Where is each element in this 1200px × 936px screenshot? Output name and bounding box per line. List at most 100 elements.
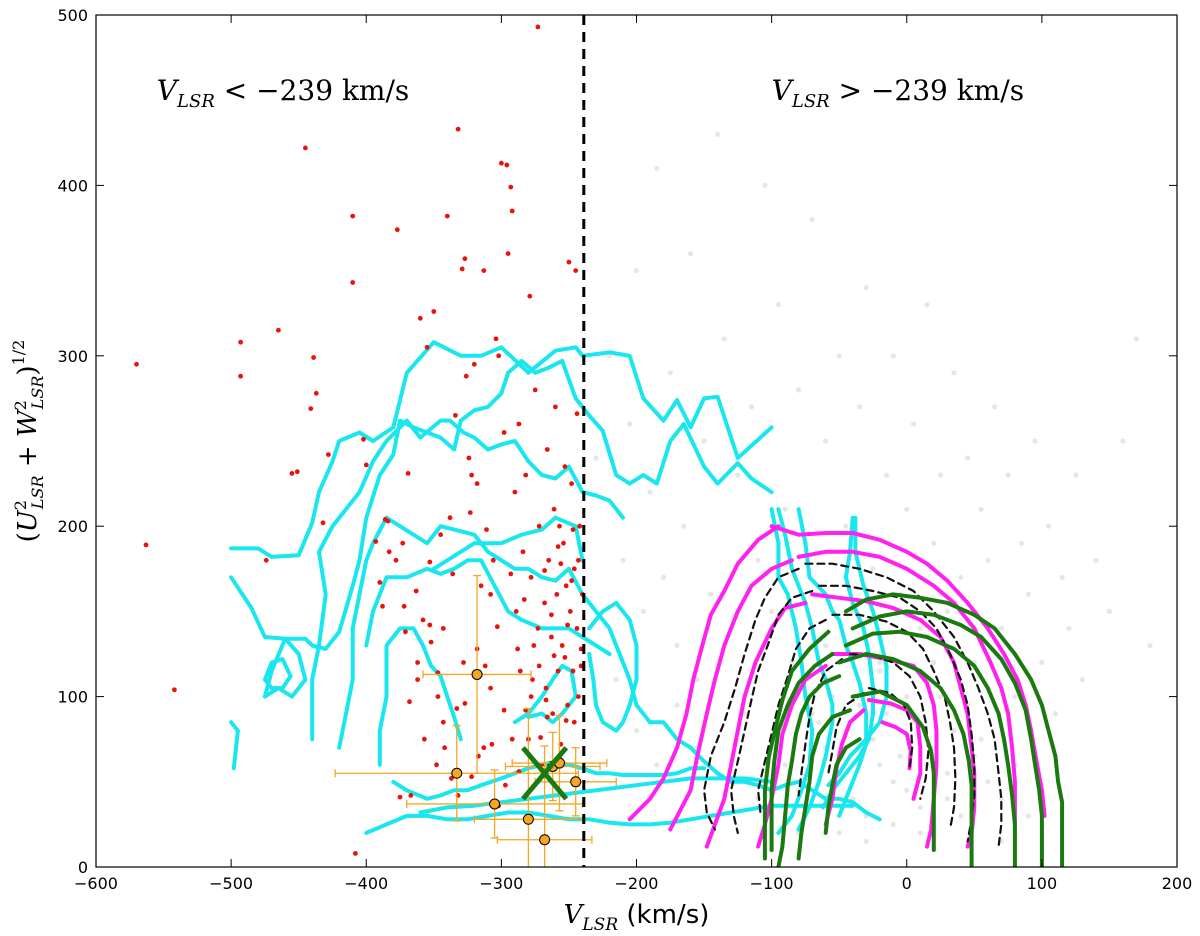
halo-star-point-15 — [350, 213, 356, 219]
disk-star-point-48 — [931, 540, 937, 546]
halo-star-point-26 — [401, 603, 407, 609]
halo-star-point-160 — [442, 745, 447, 751]
disk-star-point-97 — [944, 770, 950, 776]
disk-star-point-42 — [890, 353, 896, 359]
contour-line-7-3 — [837, 652, 974, 867]
annotation-0: VLSR < −239 km/s — [157, 74, 409, 112]
y-tick-label-3: 300 — [57, 347, 88, 366]
halo-star-point-77 — [544, 447, 550, 452]
halo-star-point-47 — [474, 481, 480, 486]
halo-star-point-2 — [172, 687, 177, 693]
halo-star-point-89 — [562, 464, 568, 469]
disk-star-point-0 — [593, 455, 599, 461]
halo-star-point-11 — [311, 355, 316, 360]
halo-star-point-95 — [570, 668, 576, 674]
contours-layer — [229, 340, 1065, 867]
disk-star-point-6 — [647, 489, 653, 495]
error-point-marker-7 — [570, 776, 582, 788]
contour-line-6-8 — [867, 686, 914, 770]
disk-star-point-68 — [1066, 625, 1072, 632]
axis-ticks: −600 −500 −400 −300 −200 −100 0 100 200 0 100 200 30… — [57, 6, 1192, 893]
disk-star-point-62 — [1025, 591, 1031, 598]
contour-line-7-6 — [769, 652, 835, 852]
halo-star-point-105 — [562, 655, 568, 660]
halo-star-point-139 — [578, 663, 584, 669]
halo-star-point-96 — [571, 566, 577, 572]
x-tick-label-2: −400 — [344, 874, 388, 893]
halo-star-point-120 — [461, 660, 466, 665]
halo-star-point-156 — [469, 774, 474, 780]
halo-star-point-134 — [544, 714, 550, 720]
disk-star-point-57 — [992, 404, 998, 410]
error-point-marker-3 — [522, 813, 534, 825]
disk-star-point-111 — [897, 753, 903, 759]
halo-star-point-32 — [427, 622, 433, 628]
halo-star-point-154 — [482, 663, 488, 669]
halo-star-point-103 — [574, 411, 580, 417]
disk-star-point-19 — [735, 472, 741, 478]
disk-star-point-9 — [667, 370, 673, 376]
halo-star-point-84 — [555, 668, 561, 674]
halo-star-point-12 — [313, 390, 319, 396]
halo-star-point-28 — [405, 471, 411, 476]
disk-star-point-78 — [654, 762, 660, 768]
contour-line-6-3 — [729, 589, 814, 835]
halo-star-point-136 — [558, 561, 564, 567]
disk-star-point-44 — [904, 506, 910, 512]
disk-star-point-74 — [1133, 336, 1140, 342]
contour-line-5-5 — [704, 600, 808, 849]
halo-star-point-7 — [289, 471, 295, 476]
plot-frame — [95, 14, 1178, 868]
halo-star-point-165 — [408, 793, 414, 798]
disk-star-point-51 — [951, 370, 957, 376]
disk-star-point-60 — [1012, 694, 1018, 700]
contour-line-4-7 — [364, 558, 612, 656]
halo-stars-layer — [134, 24, 585, 856]
halo-star-point-141 — [570, 527, 576, 532]
halo-star-point-39 — [453, 413, 458, 418]
disk-star-point-114 — [937, 694, 944, 700]
halo-star-point-117 — [481, 745, 487, 751]
error-point-marker-2 — [489, 798, 501, 810]
contour-line-5-1 — [627, 524, 781, 822]
halo-star-point-57 — [504, 162, 510, 168]
x-tick-label-3: −300 — [479, 874, 523, 893]
disk-star-point-23 — [762, 182, 768, 188]
halo-star-point-64 — [517, 668, 523, 674]
halo-star-point-76 — [543, 685, 549, 691]
contour-line-4-6 — [337, 515, 882, 822]
halo-star-point-109 — [535, 626, 541, 631]
contour-line-6-9 — [827, 692, 865, 775]
halo-star-point-129 — [400, 540, 406, 546]
halo-star-point-119 — [467, 510, 473, 515]
disk-star-point-117 — [978, 736, 984, 742]
disk-star-point-65 — [1046, 523, 1052, 529]
halo-star-point-63 — [516, 421, 522, 427]
disk-star-point-39 — [870, 566, 876, 572]
disk-star-point-46 — [917, 625, 923, 632]
halo-star-point-14 — [326, 452, 331, 457]
halo-star-point-108 — [542, 568, 547, 573]
error-point-2 — [406, 769, 584, 839]
contour-line-4-10 — [418, 776, 774, 815]
halo-star-point-41 — [459, 266, 465, 272]
disk-star-point-50 — [944, 608, 950, 615]
disk-star-point-40 — [877, 659, 883, 666]
disk-star-point-64 — [1039, 659, 1045, 666]
halo-star-point-56 — [501, 430, 507, 435]
disk-star-point-7 — [654, 165, 660, 171]
contour-line-6-2 — [817, 584, 976, 843]
disk-star-point-24 — [769, 608, 775, 615]
disk-star-point-127 — [917, 830, 923, 836]
halo-star-point-42 — [462, 256, 468, 262]
halo-star-point-61 — [512, 489, 518, 495]
halo-star-point-73 — [536, 523, 542, 529]
halo-star-point-40 — [455, 126, 461, 132]
halo-star-point-23 — [385, 518, 391, 524]
halo-star-point-16 — [350, 280, 356, 285]
disk-star-point-66 — [1052, 711, 1058, 717]
x-tick-label-1: −500 — [209, 874, 253, 893]
error-point-7 — [534, 747, 617, 817]
halo-star-point-31 — [424, 344, 430, 350]
halo-star-point-110 — [528, 694, 534, 699]
